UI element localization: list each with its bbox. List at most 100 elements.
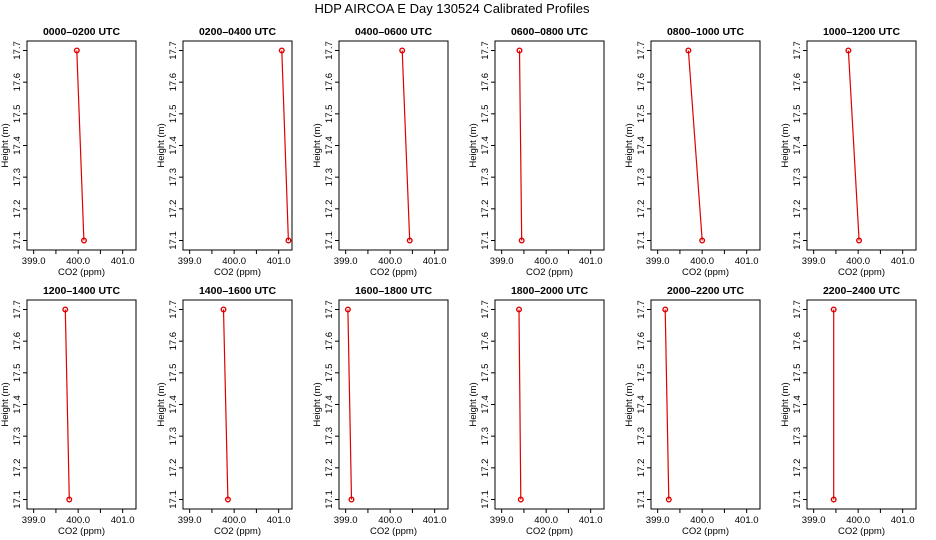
y-axis-label: Height (m) bbox=[312, 382, 323, 426]
plot-frame bbox=[182, 40, 293, 251]
y-tick-label: 17.7 bbox=[480, 41, 491, 60]
plot-frame bbox=[182, 299, 293, 510]
x-tick-label: 400.0 bbox=[66, 515, 90, 526]
plot-frame bbox=[650, 40, 761, 251]
y-tick-label: 17.7 bbox=[792, 300, 803, 319]
profile-line bbox=[64, 309, 70, 500]
x-tick-label: 401.0 bbox=[891, 256, 915, 267]
y-axis-label: Height (m) bbox=[156, 123, 167, 167]
y-tick-label: 17.3 bbox=[168, 168, 179, 187]
x-axis-label: CO2 (ppm) bbox=[682, 526, 729, 537]
x-tick-label: 399.0 bbox=[22, 515, 46, 526]
y-tick-label: 17.1 bbox=[480, 490, 491, 509]
x-axis-label: CO2 (ppm) bbox=[214, 526, 261, 537]
x-tick-label: 399.0 bbox=[490, 515, 514, 526]
y-tick-label: 17.4 bbox=[480, 395, 491, 414]
y-tick-label: 17.5 bbox=[324, 105, 335, 124]
profile-line bbox=[518, 309, 522, 500]
y-tick-label: 17.7 bbox=[12, 41, 23, 60]
plot-frame bbox=[338, 299, 449, 510]
x-axis-label: CO2 (ppm) bbox=[838, 267, 885, 278]
y-tick-label: 17.4 bbox=[636, 395, 647, 414]
panel-title: 1200–1400 UTC bbox=[43, 285, 120, 297]
y-tick-label: 17.3 bbox=[636, 168, 647, 187]
y-tick-label: 17.4 bbox=[792, 136, 803, 155]
x-axis-label: CO2 (ppm) bbox=[214, 267, 261, 278]
x-tick-label: 401.0 bbox=[579, 256, 603, 267]
profile-panel-7: 1200–1400 UTC 399.0 400.0 401.0 17.1 17.2 17.3… bbox=[0, 285, 137, 537]
plot-frame bbox=[806, 40, 917, 251]
y-tick-label: 17.2 bbox=[792, 459, 803, 478]
panel-title: 2200–2400 UTC bbox=[823, 285, 900, 297]
y-tick-label: 17.3 bbox=[168, 427, 179, 446]
y-tick-label: 17.2 bbox=[168, 200, 179, 219]
data-point bbox=[845, 47, 852, 54]
y-tick-label: 17.1 bbox=[12, 231, 23, 250]
x-tick-label: 400.0 bbox=[846, 256, 870, 267]
y-tick-label: 17.1 bbox=[168, 490, 179, 509]
panel-title: 1000–1200 UTC bbox=[823, 26, 900, 38]
y-tick-label: 17.7 bbox=[324, 300, 335, 319]
profile-panel-12: 2200–2400 UTC 399.0 400.0 401.0 17.1 17.2 17.3… bbox=[780, 285, 917, 537]
panel-title: 1800–2000 UTC bbox=[511, 285, 588, 297]
y-tick-label: 17.2 bbox=[324, 459, 335, 478]
y-tick-label: 17.6 bbox=[636, 73, 647, 92]
plot-frame bbox=[338, 40, 449, 251]
x-tick-label: 399.0 bbox=[334, 515, 358, 526]
y-tick-label: 17.1 bbox=[480, 231, 491, 250]
x-tick-label: 400.0 bbox=[846, 515, 870, 526]
y-tick-label: 17.5 bbox=[480, 364, 491, 383]
y-tick-label: 17.7 bbox=[168, 41, 179, 60]
x-tick-label: 399.0 bbox=[178, 256, 202, 267]
x-axis-label: CO2 (ppm) bbox=[58, 526, 105, 537]
panel-title: 0400–0600 UTC bbox=[355, 26, 432, 38]
plot-frame bbox=[26, 299, 137, 510]
panel-title: 1400–1600 UTC bbox=[199, 285, 276, 297]
y-axis-label: Height (m) bbox=[780, 382, 791, 426]
data-point bbox=[73, 47, 80, 54]
y-tick-label: 17.2 bbox=[12, 200, 23, 219]
data-point bbox=[516, 47, 523, 54]
y-tick-label: 17.4 bbox=[168, 395, 179, 414]
x-tick-label: 401.0 bbox=[267, 256, 291, 267]
x-tick-label: 399.0 bbox=[334, 256, 358, 267]
y-tick-label: 17.3 bbox=[12, 427, 23, 446]
y-tick-label: 17.3 bbox=[792, 427, 803, 446]
y-tick-label: 17.5 bbox=[168, 364, 179, 383]
profile-panel-1: 0000–0200 UTC 399.0 400.0 401.0 17.1 17.2 17.3… bbox=[0, 26, 137, 278]
y-tick-label: 17.3 bbox=[792, 168, 803, 187]
figure-title: HDP AIRCOA E Day 130524 Calibrated Profi… bbox=[314, 1, 590, 16]
x-tick-label: 399.0 bbox=[646, 256, 670, 267]
profile-panel-4: 0600–0800 UTC 399.0 400.0 401.0 17.1 17.2 17.3… bbox=[468, 26, 605, 278]
y-tick-label: 17.6 bbox=[12, 332, 23, 351]
profile-panel-8: 1400–1600 UTC 399.0 400.0 401.0 17.1 17.2 17.3… bbox=[156, 285, 293, 537]
y-tick-label: 17.2 bbox=[324, 200, 335, 219]
panel-title: 0000–0200 UTC bbox=[43, 26, 120, 38]
data-point bbox=[66, 496, 73, 503]
y-tick-label: 17.1 bbox=[792, 231, 803, 250]
x-axis-label: CO2 (ppm) bbox=[58, 267, 105, 278]
profile-panel-11: 2000–2200 UTC 399.0 400.0 401.0 17.1 17.2 17.3… bbox=[624, 285, 761, 537]
x-tick-label: 401.0 bbox=[891, 515, 915, 526]
y-tick-label: 17.6 bbox=[480, 332, 491, 351]
y-tick-label: 17.2 bbox=[168, 459, 179, 478]
y-tick-label: 17.1 bbox=[636, 490, 647, 509]
y-tick-label: 17.6 bbox=[480, 73, 491, 92]
y-tick-label: 17.2 bbox=[792, 200, 803, 219]
panel-title: 0800–1000 UTC bbox=[667, 26, 744, 38]
y-tick-label: 17.3 bbox=[636, 427, 647, 446]
y-tick-label: 17.4 bbox=[12, 395, 23, 414]
y-tick-label: 17.4 bbox=[324, 136, 335, 155]
y-axis-label: Height (m) bbox=[780, 123, 791, 167]
panel-title: 0200–0400 UTC bbox=[199, 26, 276, 38]
profile-line bbox=[847, 50, 860, 241]
profile-panel-2: 0200–0400 UTC 399.0 400.0 401.0 17.1 17.2 17.3… bbox=[156, 26, 293, 278]
y-tick-label: 17.6 bbox=[792, 332, 803, 351]
x-axis-label: CO2 (ppm) bbox=[682, 267, 729, 278]
y-axis-label: Height (m) bbox=[0, 123, 11, 167]
y-tick-label: 17.7 bbox=[792, 41, 803, 60]
y-tick-label: 17.1 bbox=[636, 231, 647, 250]
data-point bbox=[517, 496, 524, 503]
data-point bbox=[285, 237, 292, 244]
